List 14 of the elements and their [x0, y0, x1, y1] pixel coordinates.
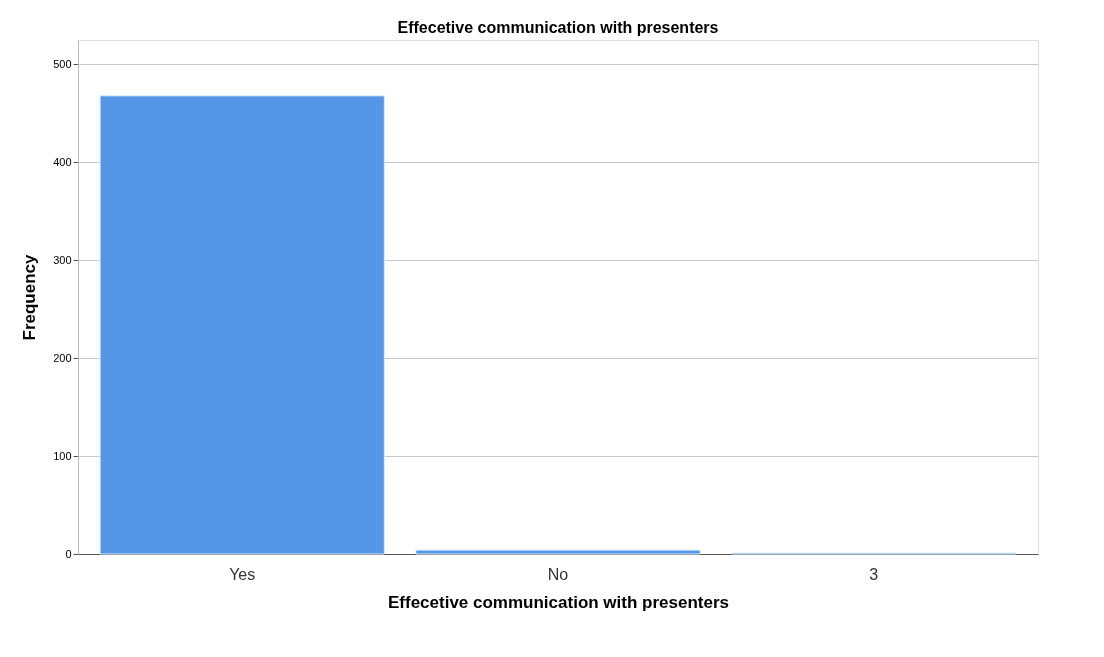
- chart-title: Effecetive communication with presenters: [397, 19, 719, 36]
- x-axis-title: Effecetive communication with presenters: [387, 592, 730, 612]
- x-tick-label: 3: [869, 565, 879, 583]
- bar: [415, 549, 701, 555]
- y-tick-label: 500: [53, 57, 72, 70]
- y-axis-title: Frequency: [20, 253, 40, 341]
- y-tick-label: 0: [65, 547, 72, 560]
- y-tick-label: 400: [53, 155, 72, 168]
- x-tick-label: Yes: [229, 565, 256, 583]
- y-tick-label: 300: [53, 253, 72, 266]
- y-tick-label: 100: [53, 449, 72, 462]
- bar: [99, 95, 385, 555]
- y-tick-label: 200: [53, 351, 72, 364]
- x-tick-label: No: [547, 565, 569, 583]
